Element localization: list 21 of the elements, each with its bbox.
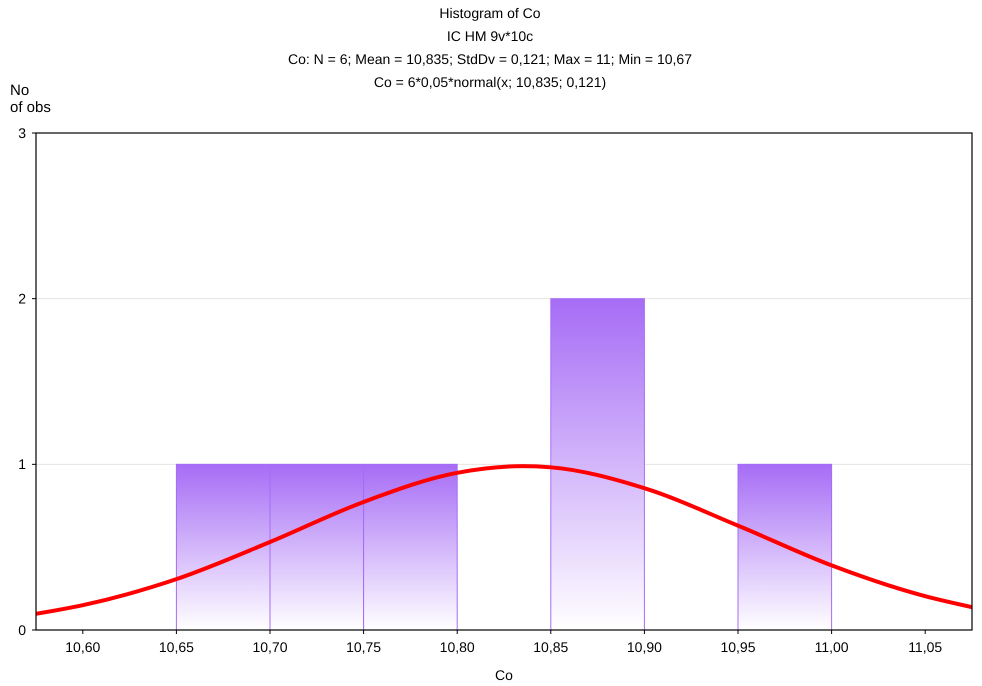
x-axis-title: Co <box>495 667 514 683</box>
x-tick-label: 11,00 <box>814 639 849 655</box>
line-series <box>36 464 972 616</box>
x-tick-label: 10,70 <box>252 639 288 655</box>
y-axis-title: No of obs <box>10 82 51 116</box>
y-tick-label: 3 <box>18 124 26 141</box>
x-tick-label: 10,85 <box>533 639 569 655</box>
x-tick-label: 11,05 <box>908 639 942 655</box>
x-tick-label: 10,65 <box>158 639 194 655</box>
y-tick-label: 1 <box>18 456 26 472</box>
x-tick-label: 10,90 <box>626 639 662 655</box>
x-tick-label: 10,80 <box>440 639 475 655</box>
x-tick-label: 10,60 <box>65 639 101 655</box>
chart-subtitle: IC HM 9v*10c <box>446 28 534 44</box>
chart-title: Histogram of Co <box>439 5 541 21</box>
x-tick-label: 10,95 <box>720 639 756 655</box>
y-tick-label: 2 <box>18 290 26 307</box>
text: Co: N = 6; Mean = 10,835; StdDv = 0,121; Max = 11; Min = 10,67 <box>288 51 692 67</box>
text: Co = 6*0,05*normal(x; 10,835; 0,121) <box>374 74 606 90</box>
y-tick-label: 0 <box>18 622 26 638</box>
x-tick-label: 10,75 <box>346 639 382 655</box>
